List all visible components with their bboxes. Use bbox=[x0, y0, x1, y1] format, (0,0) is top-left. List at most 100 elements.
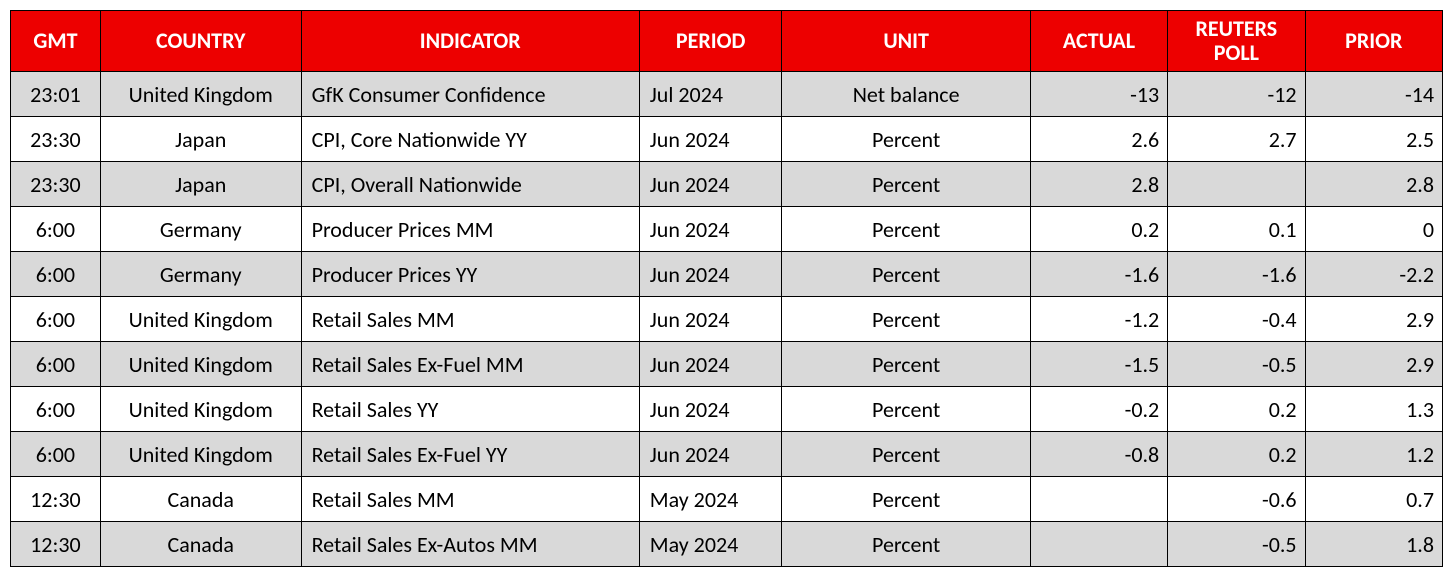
cell-actual: -13 bbox=[1030, 72, 1167, 117]
table-row: 23:30 Japan CPI, Core Nationwide YY Jun … bbox=[11, 117, 1443, 162]
cell-indicator: Producer Prices MM bbox=[301, 207, 639, 252]
table-header: GMT COUNTRY INDICATOR PERIOD UNIT ACTUAL… bbox=[11, 11, 1443, 72]
table-body: 23:01 United Kingdom GfK Consumer Confid… bbox=[11, 72, 1443, 567]
cell-unit: Percent bbox=[782, 432, 1030, 477]
col-header-country: COUNTRY bbox=[100, 11, 301, 72]
cell-poll bbox=[1168, 162, 1305, 207]
cell-country: Germany bbox=[100, 252, 301, 297]
cell-gmt: 23:01 bbox=[11, 72, 101, 117]
cell-poll: -0.4 bbox=[1168, 297, 1305, 342]
economic-data-table: GMT COUNTRY INDICATOR PERIOD UNIT ACTUAL… bbox=[10, 10, 1443, 567]
col-header-prior: PRIOR bbox=[1305, 11, 1442, 72]
cell-gmt: 6:00 bbox=[11, 207, 101, 252]
cell-period: Jun 2024 bbox=[639, 387, 782, 432]
cell-indicator: Retail Sales YY bbox=[301, 387, 639, 432]
cell-poll: 2.7 bbox=[1168, 117, 1305, 162]
cell-actual: -1.6 bbox=[1030, 252, 1167, 297]
cell-indicator: CPI, Core Nationwide YY bbox=[301, 117, 639, 162]
table-row: 12:30 Canada Retail Sales MM May 2024 Pe… bbox=[11, 477, 1443, 522]
col-header-unit: UNIT bbox=[782, 11, 1030, 72]
cell-period: Jun 2024 bbox=[639, 117, 782, 162]
cell-unit: Percent bbox=[782, 252, 1030, 297]
cell-period: Jul 2024 bbox=[639, 72, 782, 117]
col-header-actual: ACTUAL bbox=[1030, 11, 1167, 72]
cell-gmt: 6:00 bbox=[11, 342, 101, 387]
cell-country: Germany bbox=[100, 207, 301, 252]
cell-prior: 2.9 bbox=[1305, 297, 1442, 342]
cell-indicator: Retail Sales MM bbox=[301, 477, 639, 522]
table-row: 6:00 United Kingdom Retail Sales Ex-Fuel… bbox=[11, 342, 1443, 387]
cell-prior: 1.8 bbox=[1305, 522, 1442, 567]
cell-unit: Net balance bbox=[782, 72, 1030, 117]
cell-indicator: Retail Sales Ex-Fuel MM bbox=[301, 342, 639, 387]
cell-country: United Kingdom bbox=[100, 342, 301, 387]
cell-indicator: Retail Sales Ex-Autos MM bbox=[301, 522, 639, 567]
cell-actual: 0.2 bbox=[1030, 207, 1167, 252]
cell-period: Jun 2024 bbox=[639, 207, 782, 252]
cell-gmt: 6:00 bbox=[11, 297, 101, 342]
cell-country: United Kingdom bbox=[100, 297, 301, 342]
cell-unit: Percent bbox=[782, 477, 1030, 522]
table-row: 23:30 Japan CPI, Overall Nationwide Jun … bbox=[11, 162, 1443, 207]
cell-unit: Percent bbox=[782, 387, 1030, 432]
cell-period: Jun 2024 bbox=[639, 297, 782, 342]
cell-prior: 0.7 bbox=[1305, 477, 1442, 522]
cell-prior: 1.3 bbox=[1305, 387, 1442, 432]
cell-country: Canada bbox=[100, 477, 301, 522]
cell-prior: 1.2 bbox=[1305, 432, 1442, 477]
cell-indicator: GfK Consumer Confidence bbox=[301, 72, 639, 117]
cell-country: Japan bbox=[100, 117, 301, 162]
cell-actual: -1.5 bbox=[1030, 342, 1167, 387]
cell-period: Jun 2024 bbox=[639, 432, 782, 477]
cell-gmt: 6:00 bbox=[11, 252, 101, 297]
cell-prior: 0 bbox=[1305, 207, 1442, 252]
col-header-indicator: INDICATOR bbox=[301, 11, 639, 72]
cell-unit: Percent bbox=[782, 342, 1030, 387]
cell-prior: -14 bbox=[1305, 72, 1442, 117]
cell-period: May 2024 bbox=[639, 522, 782, 567]
cell-prior: 2.9 bbox=[1305, 342, 1442, 387]
cell-poll: -1.6 bbox=[1168, 252, 1305, 297]
cell-country: United Kingdom bbox=[100, 72, 301, 117]
table-row: 6:00 United Kingdom Retail Sales YY Jun … bbox=[11, 387, 1443, 432]
cell-indicator: Retail Sales MM bbox=[301, 297, 639, 342]
cell-gmt: 6:00 bbox=[11, 387, 101, 432]
cell-prior: 2.8 bbox=[1305, 162, 1442, 207]
cell-indicator: Producer Prices YY bbox=[301, 252, 639, 297]
cell-unit: Percent bbox=[782, 297, 1030, 342]
cell-actual: 2.8 bbox=[1030, 162, 1167, 207]
cell-unit: Percent bbox=[782, 117, 1030, 162]
table-row: 6:00 United Kingdom Retail Sales Ex-Fuel… bbox=[11, 432, 1443, 477]
table-row: 6:00 Germany Producer Prices MM Jun 2024… bbox=[11, 207, 1443, 252]
cell-period: Jun 2024 bbox=[639, 252, 782, 297]
cell-period: Jun 2024 bbox=[639, 342, 782, 387]
cell-gmt: 23:30 bbox=[11, 117, 101, 162]
cell-poll: 0.2 bbox=[1168, 432, 1305, 477]
table-row: 23:01 United Kingdom GfK Consumer Confid… bbox=[11, 72, 1443, 117]
cell-country: Canada bbox=[100, 522, 301, 567]
cell-prior: -2.2 bbox=[1305, 252, 1442, 297]
cell-indicator: Retail Sales Ex-Fuel YY bbox=[301, 432, 639, 477]
cell-actual: -0.8 bbox=[1030, 432, 1167, 477]
cell-indicator: CPI, Overall Nationwide bbox=[301, 162, 639, 207]
cell-poll: 0.2 bbox=[1168, 387, 1305, 432]
cell-poll: -12 bbox=[1168, 72, 1305, 117]
cell-poll: -0.5 bbox=[1168, 342, 1305, 387]
cell-country: United Kingdom bbox=[100, 432, 301, 477]
cell-country: United Kingdom bbox=[100, 387, 301, 432]
table-row: 6:00 United Kingdom Retail Sales MM Jun … bbox=[11, 297, 1443, 342]
cell-gmt: 6:00 bbox=[11, 432, 101, 477]
cell-prior: 2.5 bbox=[1305, 117, 1442, 162]
cell-poll: -0.5 bbox=[1168, 522, 1305, 567]
header-row: GMT COUNTRY INDICATOR PERIOD UNIT ACTUAL… bbox=[11, 11, 1443, 72]
cell-unit: Percent bbox=[782, 207, 1030, 252]
col-header-period: PERIOD bbox=[639, 11, 782, 72]
cell-unit: Percent bbox=[782, 162, 1030, 207]
cell-poll: -0.6 bbox=[1168, 477, 1305, 522]
cell-actual: -0.2 bbox=[1030, 387, 1167, 432]
table-row: 12:30 Canada Retail Sales Ex-Autos MM Ma… bbox=[11, 522, 1443, 567]
cell-period: May 2024 bbox=[639, 477, 782, 522]
table-row: 6:00 Germany Producer Prices YY Jun 2024… bbox=[11, 252, 1443, 297]
cell-gmt: 12:30 bbox=[11, 477, 101, 522]
cell-unit: Percent bbox=[782, 522, 1030, 567]
